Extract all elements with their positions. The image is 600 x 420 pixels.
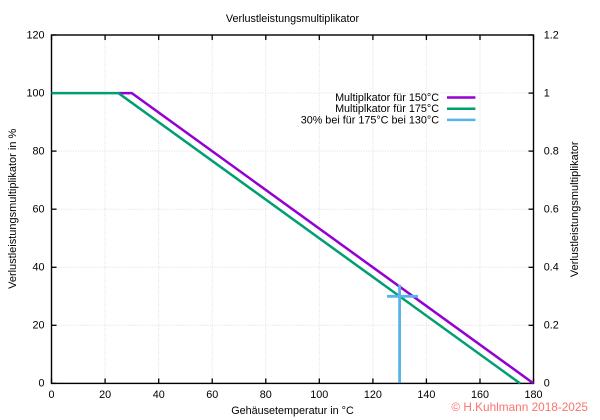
svg-text:180: 180 — [524, 389, 542, 401]
svg-text:20: 20 — [32, 320, 44, 332]
svg-text:© H.Kuhlmann 2018-2025: © H.Kuhlmann 2018-2025 — [451, 400, 588, 414]
svg-text:30% bei für 175°C bei 130°C: 30% bei für 175°C bei 130°C — [301, 114, 439, 126]
svg-text:0.8: 0.8 — [544, 145, 559, 157]
svg-text:80: 80 — [260, 389, 272, 401]
svg-text:Verlustleistungsmultiplikator: Verlustleistungsmultiplikator in % — [7, 128, 19, 288]
svg-text:60: 60 — [32, 204, 44, 216]
svg-text:0: 0 — [38, 378, 44, 390]
svg-text:40: 40 — [153, 389, 165, 401]
svg-text:Multiplkator für 150°C: Multiplkator für 150°C — [335, 92, 439, 104]
svg-text:120: 120 — [364, 389, 382, 401]
svg-text:140: 140 — [417, 389, 435, 401]
svg-text:0: 0 — [48, 389, 54, 401]
svg-text:Verlustleistungsmultiplikator: Verlustleistungsmultiplikator — [226, 13, 360, 25]
svg-text:60: 60 — [206, 389, 218, 401]
svg-text:Multiplkator für 175°C: Multiplkator für 175°C — [335, 103, 439, 115]
svg-text:0.6: 0.6 — [544, 204, 559, 216]
svg-text:120: 120 — [26, 29, 44, 41]
svg-text:1: 1 — [544, 87, 550, 99]
svg-text:100: 100 — [310, 389, 328, 401]
svg-text:Gehäusetemperatur in °C: Gehäusetemperatur in °C — [231, 405, 354, 417]
svg-text:40: 40 — [32, 262, 44, 274]
svg-text:Verlustleistungsmultiplikator: Verlustleistungsmultiplikator — [569, 141, 581, 277]
svg-text:80: 80 — [32, 145, 44, 157]
svg-text:0.4: 0.4 — [544, 262, 559, 274]
svg-text:160: 160 — [471, 389, 489, 401]
svg-text:0.2: 0.2 — [544, 320, 559, 332]
svg-text:1.2: 1.2 — [544, 29, 559, 41]
svg-text:100: 100 — [26, 87, 44, 99]
svg-text:20: 20 — [99, 389, 111, 401]
svg-text:0: 0 — [544, 378, 550, 390]
